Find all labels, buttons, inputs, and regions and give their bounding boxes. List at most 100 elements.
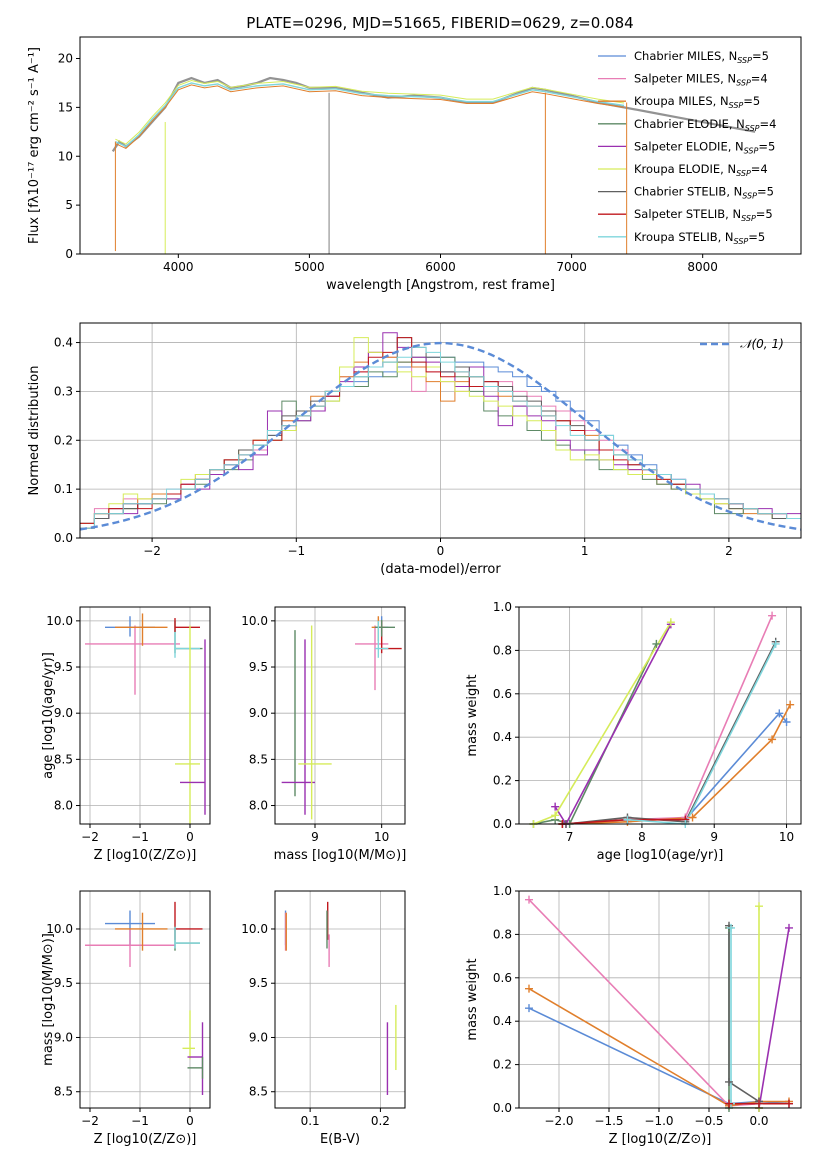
legend-label-value: =4	[751, 72, 768, 86]
x-tick-label: 6000	[425, 260, 456, 274]
y-tick-label: 15	[58, 100, 73, 114]
legend-label-main: Salpeter ELODIE, N	[634, 139, 744, 153]
axes-frame	[518, 890, 802, 1109]
y-axis-label: mass [log10(M/M⊙)]	[41, 933, 56, 1066]
y-tick-label: 9.0	[249, 706, 268, 720]
weight-line	[533, 621, 672, 824]
y-tick-label: 0.2	[54, 433, 73, 447]
y-tick-label: 5	[65, 198, 73, 212]
weight-line	[554, 623, 672, 824]
x-tick-label: 9	[710, 830, 718, 844]
spectrum-model-line	[115, 82, 625, 148]
legend-label-sub: SSP	[734, 237, 749, 246]
x-tick-label: −1	[131, 1114, 149, 1128]
legend-label-sub: SSP	[745, 124, 760, 133]
x-tick-label: −2	[81, 1114, 99, 1128]
plot-area	[80, 332, 801, 531]
x-tick-label: 10	[779, 830, 794, 844]
y-tick-label: 9.5	[54, 976, 73, 990]
x-tick-label: 8000	[687, 260, 718, 274]
legend-label-main: Salpeter STELIB, N	[634, 207, 741, 221]
plot-area	[533, 615, 791, 824]
y-tick-label: 0.8	[493, 927, 512, 941]
legend-label-sub: SSP	[741, 214, 756, 223]
y-axis-label: mass weight	[465, 958, 480, 1040]
y-tick-label: 0.4	[493, 1014, 512, 1028]
y-tick-label: 8.0	[54, 799, 73, 813]
x-tick-label: 0	[186, 830, 194, 844]
y-tick-label: 10.0	[241, 614, 268, 628]
y-axis-label: Flux [fλ10⁻¹⁷ erg cm⁻² s⁻¹ A⁻¹]	[27, 47, 42, 244]
x-tick-label: 0.1	[301, 1114, 320, 1128]
x-axis-label: Z [log10(Z/Z⊙)]	[609, 1132, 712, 1147]
x-axis-label: age [log10(age/yr)]	[597, 848, 724, 863]
legend-label: Salpeter MILES, NSSP=4	[634, 72, 768, 88]
x-tick-label: 5000	[294, 260, 325, 274]
weight-marker	[652, 639, 661, 648]
legend-label: Chabrier ELODIE, NSSP=4	[634, 117, 776, 133]
x-axis-label: (data-model)/error	[380, 562, 501, 577]
legend-label-value: =4	[751, 162, 768, 176]
y-tick-label: 9.5	[249, 976, 268, 990]
y-tick-label: 9.0	[54, 1030, 73, 1044]
x-tick-label: 0	[186, 1114, 194, 1128]
weight-marker	[768, 611, 777, 620]
x-tick-label: −1.5	[594, 1114, 623, 1128]
plot-area	[281, 616, 402, 820]
x-tick-label: 0.2	[371, 1114, 390, 1128]
gaussian-curve	[80, 341, 801, 531]
x-axis-label: mass [log10(M/M⊙)]	[274, 848, 407, 863]
axes-frame	[79, 606, 211, 825]
legend-label-value: =5	[757, 185, 774, 199]
x-tick-label: 10	[374, 830, 389, 844]
x-tick-label: −2.0	[544, 1114, 573, 1128]
y-axis-label: Normed distribution	[27, 366, 42, 496]
y-tick-label: 0.0	[54, 531, 73, 545]
axes-frame	[274, 606, 406, 825]
x-axis-label: Z [log10(Z/Z⊙)]	[94, 848, 197, 863]
legend-label: Chabrier MILES, NSSP=5	[634, 49, 769, 65]
y-tick-label: 8.5	[54, 1085, 73, 1099]
weight-marker	[785, 923, 793, 932]
panel-residuals: −2 −1 0 1 2 0.0 0.1 0.2 0.3 0.4 (data-model)/error…	[27, 322, 802, 577]
x-axis-label: Z [log10(Z/Z⊙)]	[94, 1132, 197, 1147]
y-tick-label: 20	[58, 52, 73, 66]
axes-frame	[274, 890, 406, 1109]
plot-area	[111, 76, 756, 254]
panel-weight_vs_age: 7 8 9 10 0.0 0.2 0.4 0.6 0.8 1.0 age [log10(age/yr…	[465, 600, 802, 863]
x-tick-label: −1	[131, 830, 149, 844]
weight-marker	[786, 700, 795, 709]
x-tick-label: 9	[311, 830, 319, 844]
y-tick-label: 8.5	[54, 752, 73, 766]
histogram-step	[80, 346, 801, 529]
legend-label-main: Chabrier ELODIE, N	[634, 117, 745, 131]
y-tick-label: 0.1	[54, 482, 73, 496]
weight-marker	[755, 1099, 763, 1108]
y-tick-label: 0.8	[493, 643, 512, 657]
plot-area	[85, 613, 206, 824]
weight-marker	[688, 813, 697, 822]
legend-label: Kroupa STELIB, NSSP=5	[634, 230, 765, 246]
weight-marker	[725, 1099, 733, 1108]
x-tick-label: 2	[725, 544, 733, 558]
weight-line	[728, 925, 760, 1103]
y-tick-label: 9.0	[249, 1030, 268, 1044]
plot-area	[85, 901, 204, 1095]
legend-label: 𝒩(0, 1)	[740, 337, 784, 351]
weight-marker	[551, 802, 560, 811]
weight-line	[528, 1007, 790, 1105]
axes-frame	[518, 606, 802, 825]
x-tick-label: 0.0	[749, 1114, 768, 1128]
y-tick-label: 9.5	[249, 660, 268, 674]
weight-marker	[525, 984, 533, 993]
weight-line	[533, 643, 658, 824]
y-tick-label: 1.0	[493, 884, 512, 898]
x-axis-label: E(B-V)	[320, 1132, 360, 1147]
legend-label-main: Kroupa MILES, N	[634, 94, 729, 108]
weight-line	[728, 927, 759, 1108]
y-tick-label: 8.0	[249, 799, 268, 813]
spectrum-model-line	[115, 79, 625, 145]
legend-label: Kroupa ELODIE, NSSP=4	[634, 162, 768, 178]
